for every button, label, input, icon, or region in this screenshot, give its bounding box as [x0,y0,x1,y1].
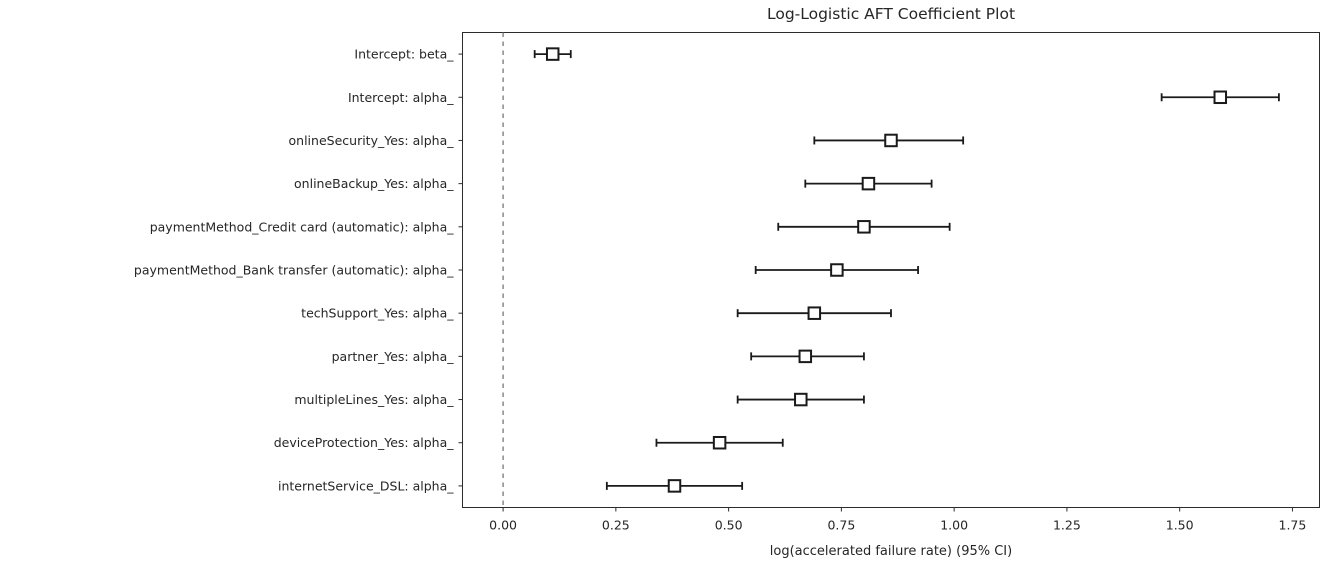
x-tick-label: 0.75 [827,518,855,533]
x-tick-label: 0.25 [602,518,630,533]
coefficient-marker [667,479,682,493]
coefficient-marker [545,47,560,61]
y-tick-label: paymentMethod_Credit card (automatic): a… [150,219,455,234]
y-tick-label: paymentMethod_Bank transfer (automatic):… [134,263,454,278]
chart-title: Log-Logistic AFT Coefficient Plot [766,5,1016,23]
x-tick-label: 1.25 [1053,518,1081,533]
y-tick-label: partner_Yes: alpha_ [332,349,455,364]
coefficient-marker [1213,90,1228,105]
coefficient-marker [712,435,727,450]
coefficient-marker [861,176,876,191]
y-tick-label: Intercept: alpha_ [348,90,454,105]
x-axis-label: log(accelerated failure rate) (95% CI) [769,544,1013,559]
y-tick-label: multipleLines_Yes: alpha_ [294,392,454,407]
y-tick-label: Intercept: beta_ [354,47,454,62]
y-tick-label: techSupport_Yes: alpha_ [301,306,454,321]
coefficient-marker [807,306,822,320]
x-tick-label: 0.50 [715,518,743,533]
coefficient-marker [830,263,844,277]
coefficient-marker [794,392,808,407]
x-tick-label: 1.50 [1166,518,1194,533]
y-tick-label: onlineSecurity_Yes: alpha_ [289,133,455,148]
y-tick-label: internetService_DSL: alpha_ [278,478,454,493]
coefficient-marker [884,133,898,148]
x-tick-label: 1.75 [1279,518,1307,533]
y-tick-label: onlineBackup_Yes: alpha_ [294,176,454,191]
y-tick-label: deviceProtection_Yes: alpha_ [274,435,455,450]
x-tick-label: 0.00 [489,518,517,533]
coefficient-marker [798,349,813,364]
coefficient-marker [857,220,871,234]
x-tick-label: 1.00 [940,518,968,533]
